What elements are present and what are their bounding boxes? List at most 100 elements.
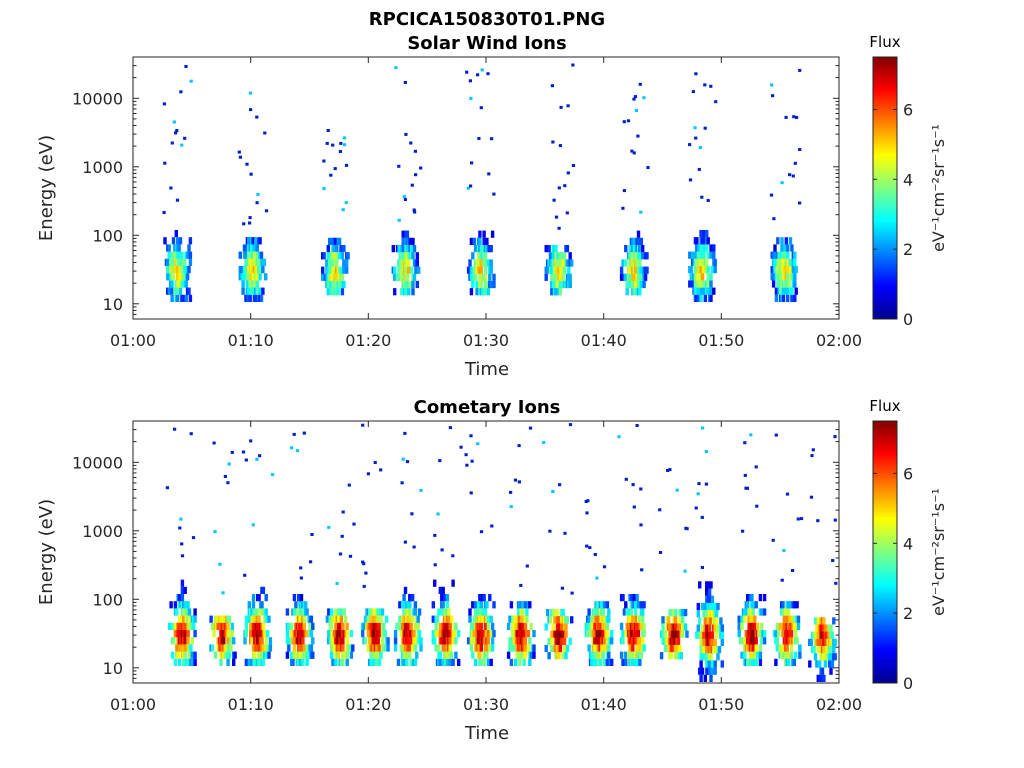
heatmap-cell xyxy=(489,280,493,289)
heatmap-cell xyxy=(610,630,614,638)
heatmap-cell xyxy=(762,630,767,638)
y-tick-label: 10 xyxy=(103,659,123,678)
heatmap-cell xyxy=(481,630,485,638)
heatmap-cell xyxy=(624,245,628,253)
y-tick-label: 1000 xyxy=(82,522,123,541)
heatmap-cell xyxy=(469,288,474,296)
heatmap-cell xyxy=(698,146,702,149)
heatmap-cell xyxy=(479,644,483,652)
heatmap-cell xyxy=(447,615,451,623)
heatmap-cell xyxy=(409,658,413,666)
heatmap-cell xyxy=(336,288,340,296)
heatmap-cell xyxy=(386,637,390,645)
heatmap-cell xyxy=(630,149,634,153)
heatmap-cell xyxy=(187,622,192,630)
heatmap-cell xyxy=(781,601,785,609)
heatmap-cell xyxy=(379,651,383,659)
heatmap-cell xyxy=(559,105,563,109)
heatmap-cell xyxy=(602,637,607,645)
heatmap-cell xyxy=(661,623,665,631)
heatmap-cell xyxy=(339,608,344,616)
heatmap-cell xyxy=(227,630,232,638)
heatmap-cell xyxy=(532,651,536,659)
heatmap-cell xyxy=(636,134,640,138)
heatmap-cell xyxy=(591,630,595,638)
heatmap-cell xyxy=(793,273,797,281)
heatmap-cell xyxy=(393,273,397,281)
heatmap-cell xyxy=(451,637,455,645)
heatmap-cell xyxy=(183,630,187,638)
heatmap-cell xyxy=(255,115,259,119)
heatmap-cell xyxy=(809,638,813,646)
heatmap-cell xyxy=(790,244,794,252)
heatmap-cell xyxy=(560,586,564,590)
heatmap-cell xyxy=(349,651,354,659)
heatmap-cell xyxy=(411,252,415,260)
colorbar-tick-label: 6 xyxy=(903,100,913,119)
heatmap-cell xyxy=(337,252,342,260)
heatmap-cell xyxy=(833,518,837,522)
heatmap-cell xyxy=(362,584,366,588)
heatmap-cell xyxy=(227,651,232,659)
heatmap-cell xyxy=(557,652,561,660)
heatmap-cell xyxy=(408,651,412,659)
heatmap-cell xyxy=(517,444,521,448)
heatmap-cell xyxy=(289,651,294,659)
heatmap-cell xyxy=(694,506,698,510)
heatmap-cell xyxy=(334,622,338,630)
heatmap-cell xyxy=(775,622,779,630)
heatmap-cell xyxy=(554,245,558,253)
heatmap-cell xyxy=(548,529,552,533)
heatmap-cell xyxy=(705,646,709,654)
heatmap-cell xyxy=(393,637,398,645)
heatmap-cell xyxy=(635,644,639,652)
heatmap-cell xyxy=(383,644,387,652)
heatmap-cell xyxy=(257,594,261,602)
heatmap-cell xyxy=(831,559,835,562)
heatmap-cell xyxy=(709,674,713,682)
heatmap-cell xyxy=(345,630,349,638)
heatmap-cell xyxy=(602,601,607,609)
heatmap-cell xyxy=(329,173,333,177)
heatmap-cell xyxy=(528,637,532,645)
panel-solar-wind: Solar Wind Ions 10 100 1000 10000 01:00 01:1… xyxy=(36,33,948,380)
heatmap-cell xyxy=(397,164,401,168)
heatmap-cell xyxy=(413,608,418,616)
heatmap-cell xyxy=(182,658,186,666)
heatmap-cell xyxy=(506,651,511,659)
heatmap-cell xyxy=(245,280,250,288)
x-tick-label: 02:00 xyxy=(816,695,862,714)
heatmap-cell xyxy=(509,490,513,494)
heatmap-cell xyxy=(326,252,330,260)
heatmap-cell xyxy=(587,608,591,616)
heatmap-cell xyxy=(786,266,790,274)
heatmap-cell xyxy=(632,658,636,666)
heatmap-cell xyxy=(676,637,681,645)
heatmap-cell xyxy=(642,96,646,100)
heatmap-cell xyxy=(302,431,306,435)
heatmap-cell xyxy=(706,581,710,589)
x-tick-label: 01:20 xyxy=(345,331,391,350)
heatmap-cell xyxy=(472,266,476,274)
heatmap-cell xyxy=(419,644,423,652)
x-axis: 01:00 01:10 01:20 01:30 01:40 01:50 02:00 xyxy=(110,421,862,714)
heatmap-cell xyxy=(187,266,191,274)
heatmap-cell xyxy=(621,206,625,210)
heatmap-cell xyxy=(551,140,555,144)
heatmap-cell xyxy=(758,651,763,659)
heatmap-cell xyxy=(247,251,251,259)
heatmap-cell xyxy=(399,644,403,652)
heatmap-cell xyxy=(635,594,639,602)
heatmap-cell xyxy=(624,259,628,267)
heatmap-cell xyxy=(440,594,444,602)
heatmap-cell xyxy=(758,630,763,638)
colorbar-tick-label: 0 xyxy=(903,310,913,329)
heatmap-cell xyxy=(639,651,643,659)
heatmap-cell xyxy=(694,72,698,76)
heatmap-cell xyxy=(294,601,298,609)
heatmap-cell xyxy=(709,251,713,259)
heatmap-cell xyxy=(490,644,495,652)
heatmap-cell xyxy=(342,651,346,659)
heatmap-cell xyxy=(709,287,713,295)
heatmap-cell xyxy=(285,637,290,645)
